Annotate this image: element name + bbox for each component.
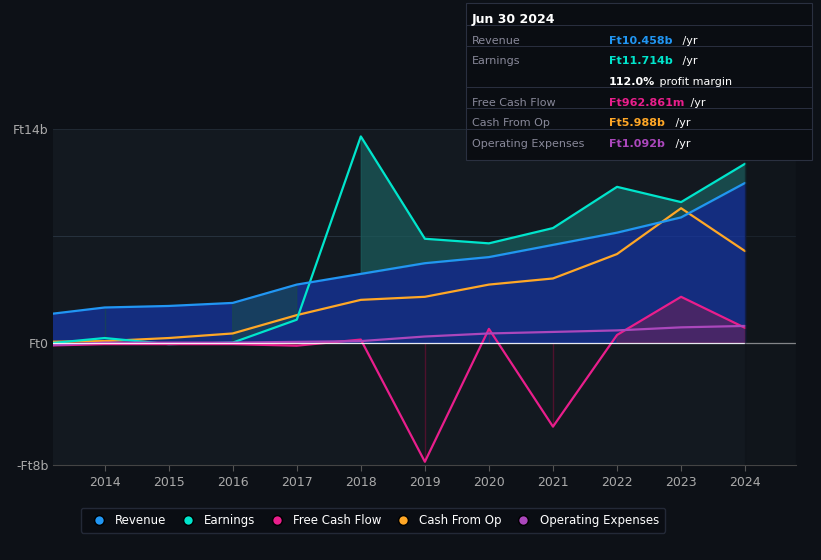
Text: Ft5.988b: Ft5.988b [609,118,665,128]
Legend: Revenue, Earnings, Free Cash Flow, Cash From Op, Operating Expenses: Revenue, Earnings, Free Cash Flow, Cash … [80,508,665,533]
Text: Earnings: Earnings [472,57,521,67]
Text: Jun 30 2024: Jun 30 2024 [472,13,556,26]
Text: Free Cash Flow: Free Cash Flow [472,98,556,108]
Text: 112.0%: 112.0% [609,77,655,87]
Text: /yr: /yr [687,98,706,108]
Text: Ft11.714b: Ft11.714b [609,57,673,67]
Text: /yr: /yr [680,57,698,67]
Text: /yr: /yr [672,118,690,128]
Text: Operating Expenses: Operating Expenses [472,139,585,149]
Text: Revenue: Revenue [472,36,521,46]
Text: Ft962.861m: Ft962.861m [609,98,685,108]
Text: Ft1.092b: Ft1.092b [609,139,665,149]
Bar [745,129,796,465]
Text: /yr: /yr [672,139,690,149]
Text: profit margin: profit margin [656,77,732,87]
Text: Cash From Op: Cash From Op [472,118,550,128]
Text: Ft10.458b: Ft10.458b [609,36,672,46]
Text: /yr: /yr [680,36,698,46]
